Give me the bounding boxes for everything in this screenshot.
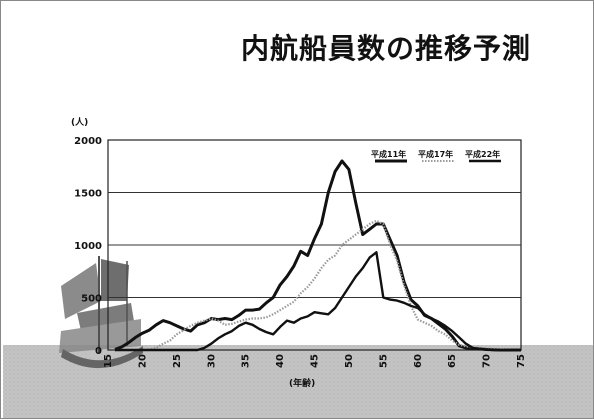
legend-label: 平成17年	[418, 149, 453, 159]
x-tick-label: 55	[378, 354, 389, 368]
chart-grid	[107, 139, 522, 351]
x-tick-label: 60	[413, 354, 424, 368]
series-line-2	[114, 219, 521, 352]
y-axis-label: (人)	[71, 116, 88, 128]
x-tick-label: 15	[103, 354, 114, 368]
legend-label: 平成22年	[465, 149, 500, 159]
x-tick-label: 20	[137, 354, 148, 368]
legend-label: 平成11年	[371, 149, 406, 159]
x-axis-ticks: 15 20 25 30 35 40 45 50 55 60 65 70 75	[103, 354, 527, 368]
chart-series	[114, 159, 521, 352]
x-tick-label: 45	[310, 354, 321, 368]
y-tick-label: 0	[95, 346, 102, 357]
series-line-1	[114, 159, 521, 352]
x-tick-label: 65	[447, 354, 458, 368]
x-tick-label: 70	[482, 354, 493, 368]
x-axis-label: (年齢)	[289, 377, 315, 389]
x-tick-label: 50	[344, 354, 355, 368]
chart-legend: 平成11年 平成17年 平成22年	[371, 149, 501, 163]
x-tick-label: 25	[172, 354, 183, 368]
floor-band	[3, 345, 593, 418]
y-tick-label: 1500	[74, 189, 102, 200]
y-tick-label: 1000	[74, 241, 102, 252]
y-tick-label: 2000	[74, 136, 102, 147]
y-axis-ticks: 0 500 1000 1500 2000	[74, 136, 102, 357]
x-tick-label: 75	[516, 354, 527, 368]
y-tick-label: 500	[81, 294, 102, 305]
series-line-3	[114, 251, 521, 352]
x-tick-label: 35	[241, 354, 252, 368]
x-tick-label: 40	[275, 354, 286, 368]
slide-title: 内航船員数の推移予測	[241, 32, 532, 65]
x-tick-label: 30	[206, 354, 217, 368]
